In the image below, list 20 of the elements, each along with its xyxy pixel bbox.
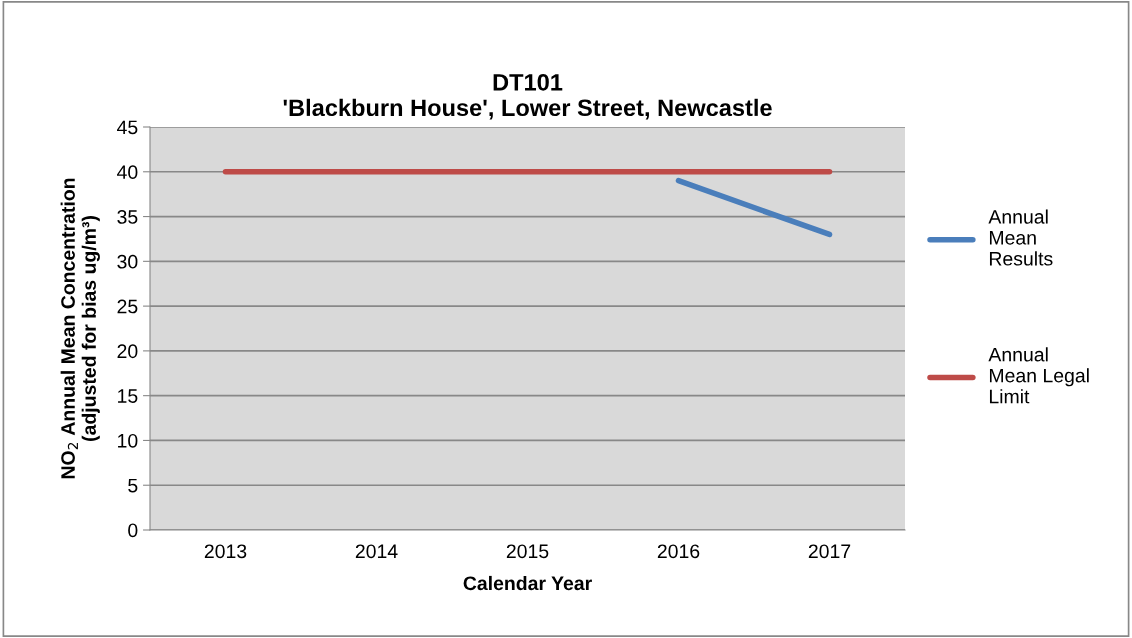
- legend-label: Annual Mean Legal Limit: [988, 347, 1089, 404]
- x-tick-label: 2015: [506, 544, 549, 559]
- y-tick-label: 0: [128, 523, 138, 538]
- y-tick-label: 40: [117, 165, 138, 180]
- y-tick-label: 5: [128, 478, 138, 493]
- y-tick-label: 20: [117, 344, 138, 359]
- y-tick-label: 30: [117, 254, 138, 269]
- x-tick-label: 2016: [657, 544, 700, 559]
- y-tick-label: 10: [118, 433, 138, 448]
- x-axis-title: Calendar Year: [463, 575, 592, 591]
- y-axis-title: NO$_{2}$ Annual Mean Concentration (adjusted for bias ug/m³): [60, 178, 100, 479]
- y-tick-label: 15: [118, 389, 138, 403]
- y-tick-label: 45: [117, 120, 138, 135]
- y-tick-label: 25: [117, 299, 138, 314]
- x-tick-label: 2014: [355, 544, 398, 559]
- x-tick-label: 2013: [204, 544, 247, 559]
- y-tick-label: 35: [117, 210, 138, 224]
- legend-label: Annual Mean Results: [988, 209, 1053, 266]
- chart-title: DT101 'Blackburn House', Lower Street, Newcastle: [283, 73, 772, 120]
- x-tick-label: 2017: [808, 544, 851, 559]
